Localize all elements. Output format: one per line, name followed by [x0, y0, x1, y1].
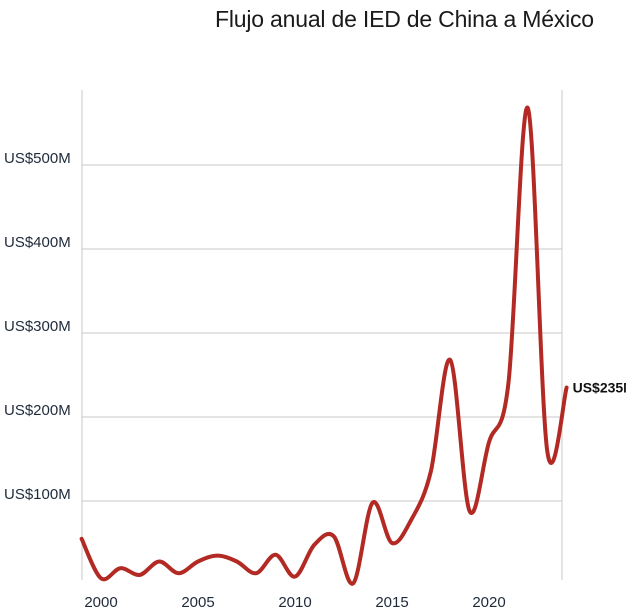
- y-tick-label: US$400M: [4, 234, 71, 251]
- y-tick-label: US$500M: [4, 150, 71, 167]
- x-tick-label: 2000: [84, 594, 117, 611]
- chart-title: Flujo anual de IED de China a México: [215, 6, 594, 32]
- series-line: [79, 105, 569, 586]
- y-tick-label: US$300M: [4, 318, 71, 335]
- annotations: US$235M: [573, 380, 626, 396]
- series-group: [79, 105, 569, 586]
- axes: [81, 90, 563, 580]
- y-axis-ticks: US$100M US$200M US$300M US$400M US$500M: [4, 150, 71, 503]
- x-tick-label: 2010: [278, 594, 311, 611]
- x-tick-label: 2020: [472, 594, 505, 611]
- x-axis-ticks: 2000 2005 2010 2015 2020: [84, 594, 505, 611]
- grid-lines: [82, 164, 562, 502]
- y-tick-label: US$100M: [4, 486, 71, 503]
- x-tick-label: 2005: [181, 594, 214, 611]
- y-tick-label: US$200M: [4, 402, 71, 419]
- end-value-label: US$235M: [573, 380, 626, 396]
- x-tick-label: 2015: [375, 594, 408, 611]
